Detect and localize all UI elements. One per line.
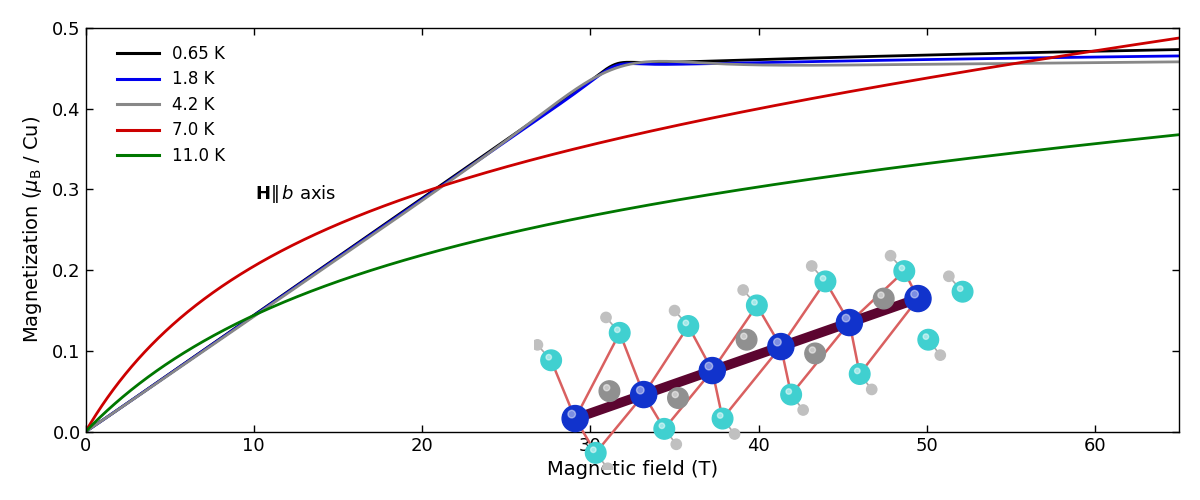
Circle shape [746,295,767,316]
Circle shape [786,388,792,394]
Circle shape [700,358,725,384]
Circle shape [911,290,918,298]
Circle shape [631,382,656,407]
Circle shape [590,447,596,452]
Circle shape [905,286,931,312]
Circle shape [878,292,884,298]
Circle shape [601,312,611,322]
Circle shape [809,347,816,353]
Circle shape [546,354,552,360]
Circle shape [768,334,794,359]
Circle shape [706,362,713,370]
Circle shape [854,368,860,374]
Circle shape [874,288,894,309]
Circle shape [815,271,835,291]
Circle shape [935,350,946,360]
Circle shape [781,384,802,405]
Circle shape [798,405,809,415]
Circle shape [568,410,576,418]
Circle shape [654,418,674,439]
Circle shape [958,286,962,292]
Circle shape [751,300,757,305]
Circle shape [718,412,722,418]
Circle shape [850,364,870,384]
Circle shape [836,310,863,336]
Circle shape [602,463,613,473]
Circle shape [614,327,620,332]
Circle shape [562,406,588,431]
Circle shape [886,250,895,261]
Circle shape [541,350,562,370]
Circle shape [683,320,689,326]
Circle shape [842,314,850,322]
Circle shape [918,330,938,350]
Y-axis label: Magnetization ($\mu_\mathrm{B}$ / Cu): Magnetization ($\mu_\mathrm{B}$ / Cu) [20,116,44,344]
X-axis label: Magnetic field (T): Magnetic field (T) [547,460,718,479]
Circle shape [610,322,630,343]
Legend: 0.65 K, 1.8 K, 4.2 K, 7.0 K, 11.0 K: 0.65 K, 1.8 K, 4.2 K, 7.0 K, 11.0 K [110,38,232,172]
Circle shape [599,381,619,402]
Circle shape [866,384,877,394]
Circle shape [533,340,542,350]
Circle shape [671,439,682,450]
Circle shape [737,330,757,350]
Circle shape [943,271,954,281]
Circle shape [730,429,739,439]
Circle shape [636,386,644,394]
Circle shape [923,334,929,340]
Circle shape [740,333,746,340]
Circle shape [899,266,905,271]
Circle shape [667,388,689,408]
Circle shape [604,384,610,391]
Circle shape [713,408,733,429]
Circle shape [953,282,973,302]
Circle shape [586,442,606,463]
Circle shape [806,261,817,271]
Circle shape [738,285,749,295]
Circle shape [659,423,665,428]
Circle shape [821,276,826,281]
Circle shape [774,338,781,346]
Circle shape [805,343,826,363]
Text: $\mathbf{H} \| \, b$ axis: $\mathbf{H} \| \, b$ axis [256,184,336,206]
Circle shape [894,261,914,281]
Circle shape [678,316,698,336]
Circle shape [670,306,679,316]
Circle shape [672,392,678,398]
